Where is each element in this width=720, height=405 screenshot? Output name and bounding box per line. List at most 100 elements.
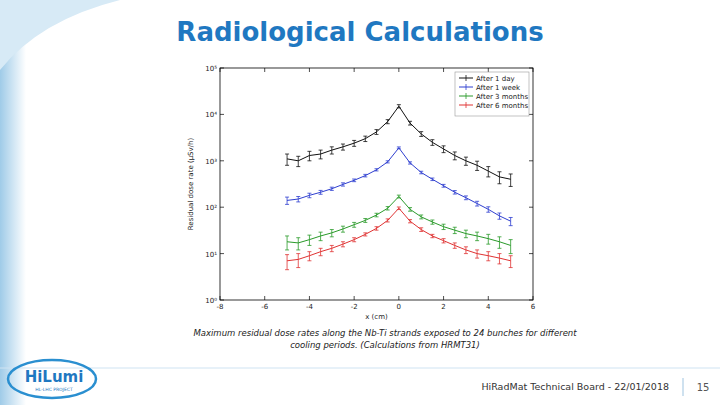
error-cap xyxy=(442,145,446,146)
error-stem xyxy=(465,247,466,254)
error-cap xyxy=(352,222,356,223)
y-tick-label: 10³ xyxy=(205,158,217,166)
error-bar xyxy=(442,224,446,229)
error-stem xyxy=(499,213,500,219)
error-cap xyxy=(442,224,446,225)
error-cap xyxy=(352,241,356,242)
error-stem xyxy=(443,184,444,187)
error-cap xyxy=(386,123,390,124)
error-cap xyxy=(363,174,367,175)
error-cap xyxy=(464,253,468,254)
y-tick xyxy=(529,300,533,301)
error-stem xyxy=(309,235,310,245)
error-bar xyxy=(307,193,311,197)
x-tick xyxy=(309,68,310,72)
error-bar xyxy=(386,207,390,210)
error-stem xyxy=(510,217,511,225)
y-tick xyxy=(220,300,224,301)
error-bar xyxy=(397,147,401,149)
error-cap xyxy=(453,190,457,191)
error-bar xyxy=(497,254,501,264)
error-stem xyxy=(510,256,511,268)
error-bar xyxy=(509,217,513,225)
error-cap xyxy=(386,162,390,163)
error-bar xyxy=(486,167,490,177)
error-stem xyxy=(298,238,299,250)
error-cap xyxy=(307,193,311,194)
error-bar xyxy=(408,208,412,212)
error-cap xyxy=(419,231,423,232)
error-cap xyxy=(397,197,401,198)
error-bar xyxy=(486,234,490,244)
error-stem xyxy=(287,255,288,270)
logo-name: HiLumi xyxy=(25,368,84,386)
error-cap xyxy=(319,150,323,151)
error-cap xyxy=(486,206,490,207)
error-bar xyxy=(408,121,412,125)
error-cap xyxy=(509,186,513,187)
error-stem xyxy=(499,237,500,248)
error-cap xyxy=(497,219,501,220)
error-stem xyxy=(309,252,310,261)
error-bar xyxy=(453,227,457,233)
error-cap xyxy=(442,238,446,239)
caption: cooling periods. (Calculations from HRMT… xyxy=(290,340,480,350)
error-cap xyxy=(430,180,434,181)
error-cap xyxy=(430,139,434,140)
error-cap xyxy=(386,206,390,207)
error-bar xyxy=(330,230,334,237)
slide: Radiological Calculations-8-6-4-2024610⁰… xyxy=(0,0,720,405)
error-stem xyxy=(309,151,310,160)
error-cap xyxy=(453,194,457,195)
error-cap xyxy=(341,182,345,183)
error-cap xyxy=(475,232,479,233)
error-cap xyxy=(397,195,401,196)
error-bar xyxy=(453,191,457,194)
error-stem xyxy=(432,220,433,224)
error-stem xyxy=(320,190,321,194)
error-cap xyxy=(419,173,423,174)
x-tick-label: -4 xyxy=(306,303,314,311)
error-cap xyxy=(341,241,345,242)
error-cap xyxy=(375,134,379,135)
error-cap xyxy=(475,206,479,207)
error-stem xyxy=(320,248,321,255)
legend-box xyxy=(455,72,529,116)
page-number: 15 xyxy=(697,382,710,393)
error-stem xyxy=(454,227,455,233)
error-cap xyxy=(408,222,412,223)
error-cap xyxy=(341,246,345,247)
error-stem xyxy=(342,183,343,186)
error-stem xyxy=(287,154,288,165)
error-stem xyxy=(477,161,478,170)
error-bar xyxy=(352,140,356,146)
error-stem xyxy=(477,250,478,258)
error-stem xyxy=(499,254,500,264)
title: Radiological Calculations xyxy=(176,17,543,47)
y-tick xyxy=(220,207,224,208)
error-bar xyxy=(464,157,468,165)
error-bar xyxy=(430,178,434,181)
error-bar xyxy=(296,254,300,268)
error-cap xyxy=(397,209,401,210)
y-tick xyxy=(220,68,224,69)
x-tick xyxy=(220,68,221,72)
logo-subtitle: HL-LHC PROJECT xyxy=(35,387,73,392)
error-stem xyxy=(320,232,321,241)
error-bar xyxy=(319,190,323,194)
error-cap xyxy=(386,160,390,161)
error-cap xyxy=(475,170,479,171)
error-cap xyxy=(296,249,300,250)
error-cap xyxy=(464,195,468,196)
error-cap xyxy=(475,249,479,250)
error-cap xyxy=(442,229,446,230)
error-stem xyxy=(298,254,299,268)
error-stem xyxy=(477,232,478,241)
error-bar xyxy=(352,222,356,227)
error-cap xyxy=(330,154,334,155)
error-cap xyxy=(464,165,468,166)
error-cap xyxy=(319,190,323,191)
error-bar xyxy=(386,120,390,124)
error-cap xyxy=(453,151,457,152)
error-cap xyxy=(430,145,434,146)
